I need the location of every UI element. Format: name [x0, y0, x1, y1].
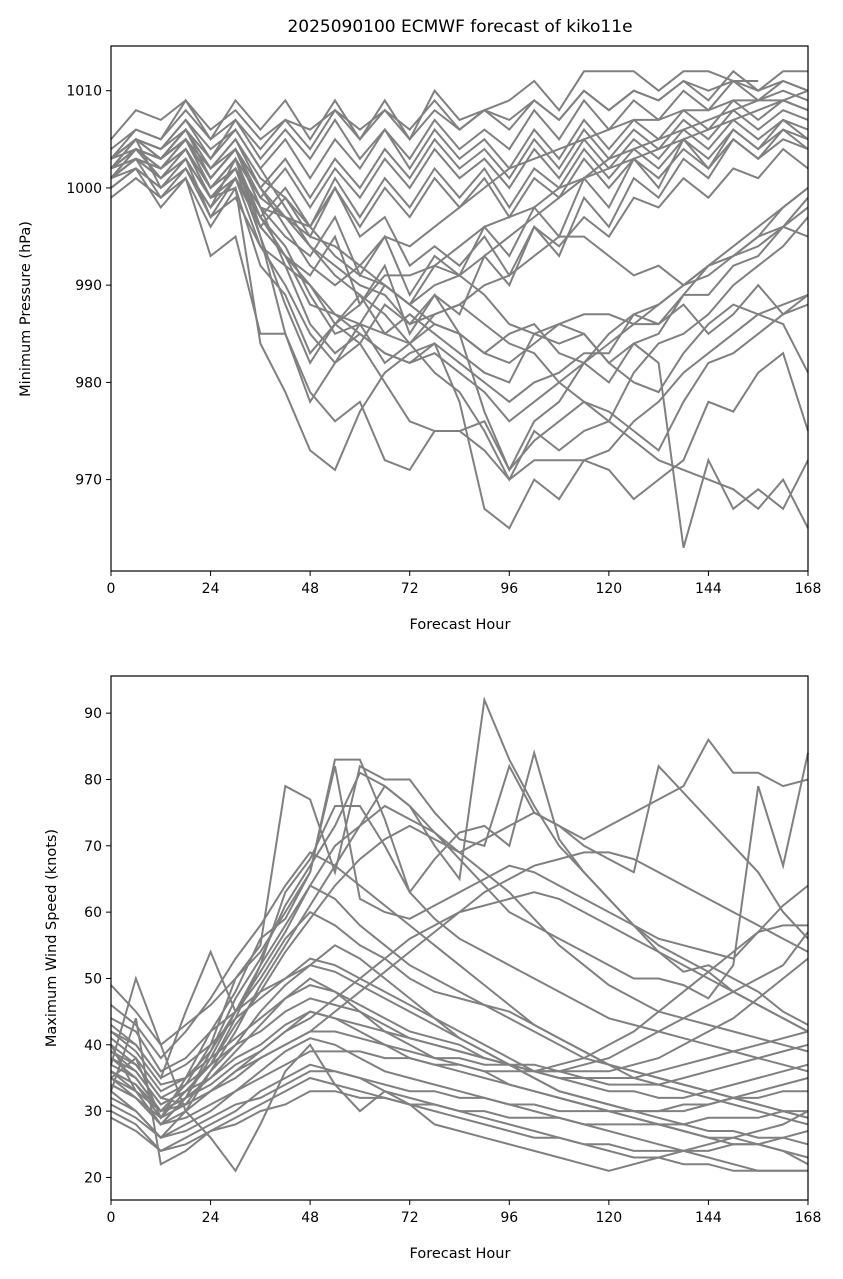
- wind-x-tick-label: 120: [595, 1210, 622, 1226]
- wind-x-ticks: 0 24 48 72 96 120 144 168: [107, 1200, 822, 1226]
- wind-y-tick-label: 70: [84, 839, 102, 855]
- pressure-series-line-16: [110, 79, 809, 161]
- wind-series-line-23: [110, 1070, 808, 1139]
- pressure-x-tick-label: 72: [401, 581, 419, 597]
- wind-series-line-12: [110, 1037, 808, 1172]
- wind-series-line-7: [110, 824, 809, 1106]
- pressure-panel: 2025090100 ECMWF forecast of kiko11e 0 24…: [18, 17, 821, 633]
- wind-x-tick-label: 72: [401, 1210, 419, 1226]
- wind-series-line-22: [110, 1017, 809, 1166]
- wind-x-tick-label: 96: [500, 1210, 518, 1226]
- pressure-series-line-25: [110, 118, 809, 298]
- wind-series-line-21: [110, 975, 809, 1173]
- pressure-x-tick-label: 120: [595, 581, 622, 597]
- wind-series-line-1: [110, 696, 809, 1126]
- pressure-axes-frame: [110, 45, 809, 572]
- wind-series-line-26: [110, 851, 809, 1119]
- pressure-y-ticks: 970 980 990 1000 1010: [66, 84, 111, 489]
- wind-x-tick-label: 144: [695, 1210, 722, 1226]
- wind-y-ticks: 20 30 40 50 60 70 80 90: [84, 706, 111, 1186]
- pressure-x-axis-label: Forecast Hour: [410, 617, 511, 633]
- pressure-y-tick-label: 970: [75, 473, 102, 489]
- wind-axes-frame: [110, 675, 809, 1201]
- pressure-y-tick-label: 1010: [66, 84, 102, 100]
- pressure-series-line-23: [110, 147, 809, 365]
- wind-x-tick-label: 48: [301, 1210, 319, 1226]
- chart-title: 2025090100 ECMWF forecast of kiko11e: [287, 17, 632, 37]
- wind-series-line-29: [110, 851, 809, 1119]
- pressure-series-line-26: [110, 79, 809, 161]
- wind-y-tick-label: 90: [84, 706, 102, 722]
- pressure-y-tick-label: 1000: [66, 181, 102, 197]
- wind-y-tick-label: 60: [84, 905, 102, 921]
- pressure-x-tick-label: 96: [500, 581, 518, 597]
- pressure-y-axis-label: Minimum Pressure (hPa): [18, 221, 34, 397]
- wind-y-tick-label: 80: [84, 772, 102, 788]
- pressure-series-line-20: [110, 128, 809, 229]
- wind-series-line-20: [110, 924, 808, 1126]
- wind-x-tick-label: 168: [795, 1210, 822, 1226]
- pressure-y-tick-label: 990: [75, 278, 102, 294]
- wind-series-line-8: [110, 910, 809, 1126]
- wind-panel: 0 24 48 72 96 120 144 168 20 30 40 50 60 70 80 90 Fore…: [44, 675, 822, 1262]
- pressure-x-tick-label: 144: [695, 581, 722, 597]
- wind-series-line-24: [110, 1090, 808, 1152]
- pressure-x-tick-label: 0: [107, 581, 116, 597]
- wind-y-axis-label: Maximum Wind Speed (knots): [44, 829, 60, 1047]
- wind-x-axis-label: Forecast Hour: [410, 1246, 511, 1262]
- wind-series-lines: [110, 696, 809, 1173]
- wind-series-line-19: [110, 931, 809, 1113]
- wind-y-tick-label: 40: [84, 1038, 102, 1054]
- pressure-x-tick-label: 48: [301, 581, 319, 597]
- pressure-x-tick-label: 168: [795, 581, 822, 597]
- wind-series-line-14: [110, 964, 809, 1113]
- wind-y-tick-label: 50: [84, 971, 102, 987]
- wind-series-line-3: [110, 763, 809, 1113]
- wind-x-tick-label: 24: [202, 1210, 220, 1226]
- pressure-series-line-17: [110, 99, 809, 181]
- pressure-series-line-6: [110, 147, 809, 472]
- wind-x-tick-label: 0: [107, 1210, 116, 1226]
- wind-series-line-27: [110, 758, 809, 1073]
- pressure-x-ticks: 0 24 48 72 96 120 144 168: [107, 571, 822, 597]
- pressure-x-tick-label: 24: [202, 581, 220, 597]
- wind-y-tick-label: 30: [84, 1104, 102, 1120]
- pressure-series-lines: [110, 69, 809, 548]
- wind-series-line-4: [110, 765, 809, 1120]
- pressure-series-line-28: [110, 89, 809, 287]
- pressure-series-line-1: [110, 70, 759, 160]
- wind-series-line-16: [110, 984, 809, 1093]
- pressure-series-line-24: [110, 128, 809, 337]
- pressure-series-line-27: [110, 147, 809, 366]
- wind-series-line-15: [110, 957, 809, 1099]
- pressure-series-line-7: [110, 167, 809, 481]
- wind-y-tick-label: 20: [84, 1170, 102, 1186]
- pressure-y-tick-label: 980: [75, 375, 102, 391]
